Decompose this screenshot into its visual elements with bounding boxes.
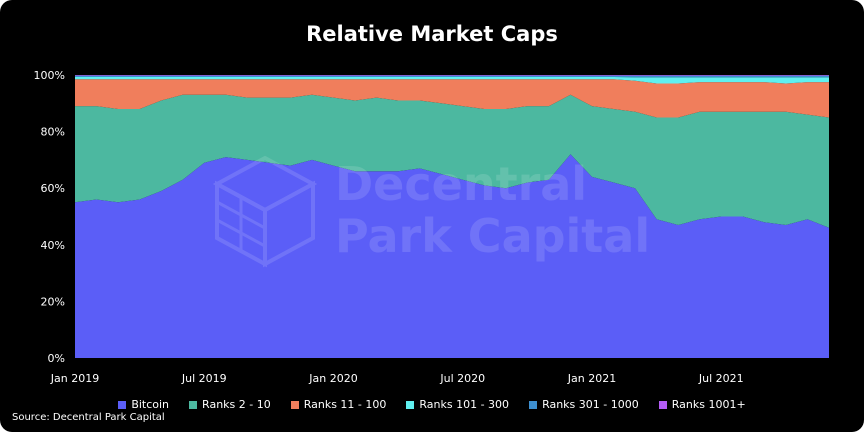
y-tick-label: 40% xyxy=(41,239,65,252)
y-tick-label: 100% xyxy=(34,69,65,82)
legend-swatch xyxy=(189,400,198,409)
x-tick-label: Jul 2020 xyxy=(439,372,485,385)
chart-title: Relative Market Caps xyxy=(306,22,558,46)
area-series-2 xyxy=(75,79,829,118)
legend-item-5: Ranks 1001+ xyxy=(658,398,746,411)
legend-label: Ranks 1001+ xyxy=(671,398,746,411)
area-series-0 xyxy=(75,154,829,358)
area-series-5 xyxy=(75,75,829,76)
legend-label: Ranks 2 - 10 xyxy=(202,398,271,411)
x-tick-label: Jan 2019 xyxy=(50,372,99,385)
legend-swatch xyxy=(658,400,667,409)
x-tick-label: Jul 2021 xyxy=(698,372,744,385)
y-tick-label: 80% xyxy=(41,126,65,139)
x-tick-label: Jan 2020 xyxy=(308,372,357,385)
x-tick-label: Jul 2019 xyxy=(181,372,227,385)
legend-label: Bitcoin xyxy=(131,398,170,411)
y-tick-label: 20% xyxy=(41,295,65,308)
legend-item-2: Ranks 11 - 100 xyxy=(290,398,387,411)
legend-swatch xyxy=(529,400,538,409)
source-note: Source: Decentral Park Capital xyxy=(12,412,165,423)
legend-item-3: Ranks 101 - 300 xyxy=(406,398,509,411)
y-tick-label: 0% xyxy=(48,352,65,365)
legend-item-1: Ranks 2 - 10 xyxy=(189,398,271,411)
y-tick-label: 60% xyxy=(41,182,65,195)
area-series-1 xyxy=(75,94,829,228)
legend-swatch xyxy=(118,400,127,409)
chart-legend: Bitcoin Ranks 2 - 10 Ranks 11 - 100 Ranks 1… xyxy=(0,398,864,411)
area-series-3 xyxy=(75,77,829,84)
legend-item-0: Bitcoin xyxy=(118,398,169,411)
area-series-4 xyxy=(75,75,829,78)
legend-label: Ranks 11 - 100 xyxy=(303,398,387,411)
legend-swatch xyxy=(406,400,415,409)
legend-item-4: Ranks 301 - 1000 xyxy=(529,398,639,411)
legend-label: Ranks 301 - 1000 xyxy=(542,398,639,411)
legend-swatch xyxy=(290,400,299,409)
legend-label: Ranks 101 - 300 xyxy=(419,398,510,411)
x-tick-label: Jan 2021 xyxy=(567,372,616,385)
